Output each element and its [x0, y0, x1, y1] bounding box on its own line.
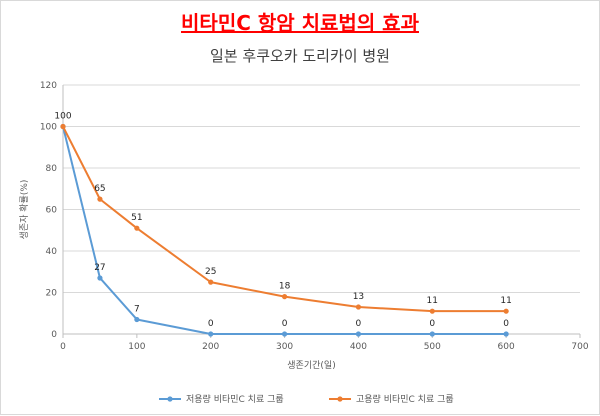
y-axis-title: 생존자 확률(%) — [18, 180, 30, 240]
data-label: 11 — [427, 296, 438, 306]
data-label: 25 — [205, 267, 216, 277]
x-tick-label: 300 — [276, 342, 293, 352]
legend-label-2: 고용량 비타민C 치료 그룹 — [356, 393, 454, 405]
y-tick-label: 20 — [46, 289, 58, 299]
series-line-1 — [62, 126, 507, 335]
data-point — [97, 275, 103, 281]
data-label: 0 — [356, 319, 362, 329]
x-tick-label: 200 — [202, 342, 219, 352]
y-tick-label: 120 — [40, 81, 57, 91]
x-tick-label: 600 — [498, 342, 515, 352]
data-point — [60, 123, 66, 130]
y-tick-label: 60 — [46, 206, 58, 216]
data-point — [281, 331, 288, 337]
data-labels: 27 7 0 0 0 0 0 100 65 51 25 18 13 11 11 — [54, 112, 511, 330]
legend: 저용량 비타민C 치료 그룹 고용량 비타민C 치료 그룹 — [159, 393, 454, 405]
data-point — [281, 294, 288, 300]
legend-marker-1 — [167, 396, 173, 402]
data-point — [97, 196, 103, 202]
chart-subtitle: 일본 후쿠오카 도리카이 병원 — [210, 47, 390, 65]
data-label: 0 — [503, 319, 509, 329]
data-label: 13 — [353, 292, 364, 302]
data-point — [208, 331, 214, 337]
x-tick-label: 700 — [571, 342, 588, 352]
data-point — [503, 331, 509, 337]
data-point — [134, 225, 140, 231]
x-tick-labels: 0 100 200 300 400 500 600 700 — [60, 342, 589, 352]
data-point — [208, 279, 214, 285]
data-label: 0 — [429, 319, 435, 329]
series-line-2 — [62, 126, 507, 313]
x-axis-title: 생존기간(일) — [287, 360, 335, 371]
data-label: 11 — [500, 296, 511, 306]
data-point — [355, 304, 362, 310]
data-label: 51 — [131, 213, 142, 223]
legend-label-1: 저용량 비타민C 치료 그룹 — [186, 393, 284, 405]
data-label: 7 — [134, 304, 140, 314]
data-label: 27 — [94, 263, 105, 273]
legend-marker-2 — [337, 396, 343, 402]
data-label: 65 — [94, 184, 105, 194]
x-tick-label: 0 — [60, 342, 66, 352]
data-point — [355, 331, 362, 337]
series-group — [60, 123, 509, 337]
y-tick-label: 80 — [46, 164, 58, 174]
y-tick-labels: 0 20 40 60 80 100 120 — [40, 81, 57, 340]
x-tick-label: 400 — [350, 342, 367, 352]
data-point — [429, 308, 435, 314]
data-label: 0 — [208, 319, 214, 329]
data-point — [429, 331, 435, 337]
data-point — [134, 316, 140, 323]
y-tick-label: 100 — [40, 123, 57, 133]
data-label: 18 — [279, 282, 291, 292]
data-label: 100 — [54, 112, 71, 122]
data-label: 0 — [282, 319, 288, 329]
y-tick-label: 40 — [46, 247, 58, 257]
chart-title: 비타민C 항암 치료법의 효과 — [181, 11, 419, 35]
x-tick-label: 100 — [128, 342, 145, 352]
y-tick-label: 0 — [51, 330, 57, 340]
x-tick-label: 500 — [424, 342, 441, 352]
data-point — [503, 308, 509, 314]
